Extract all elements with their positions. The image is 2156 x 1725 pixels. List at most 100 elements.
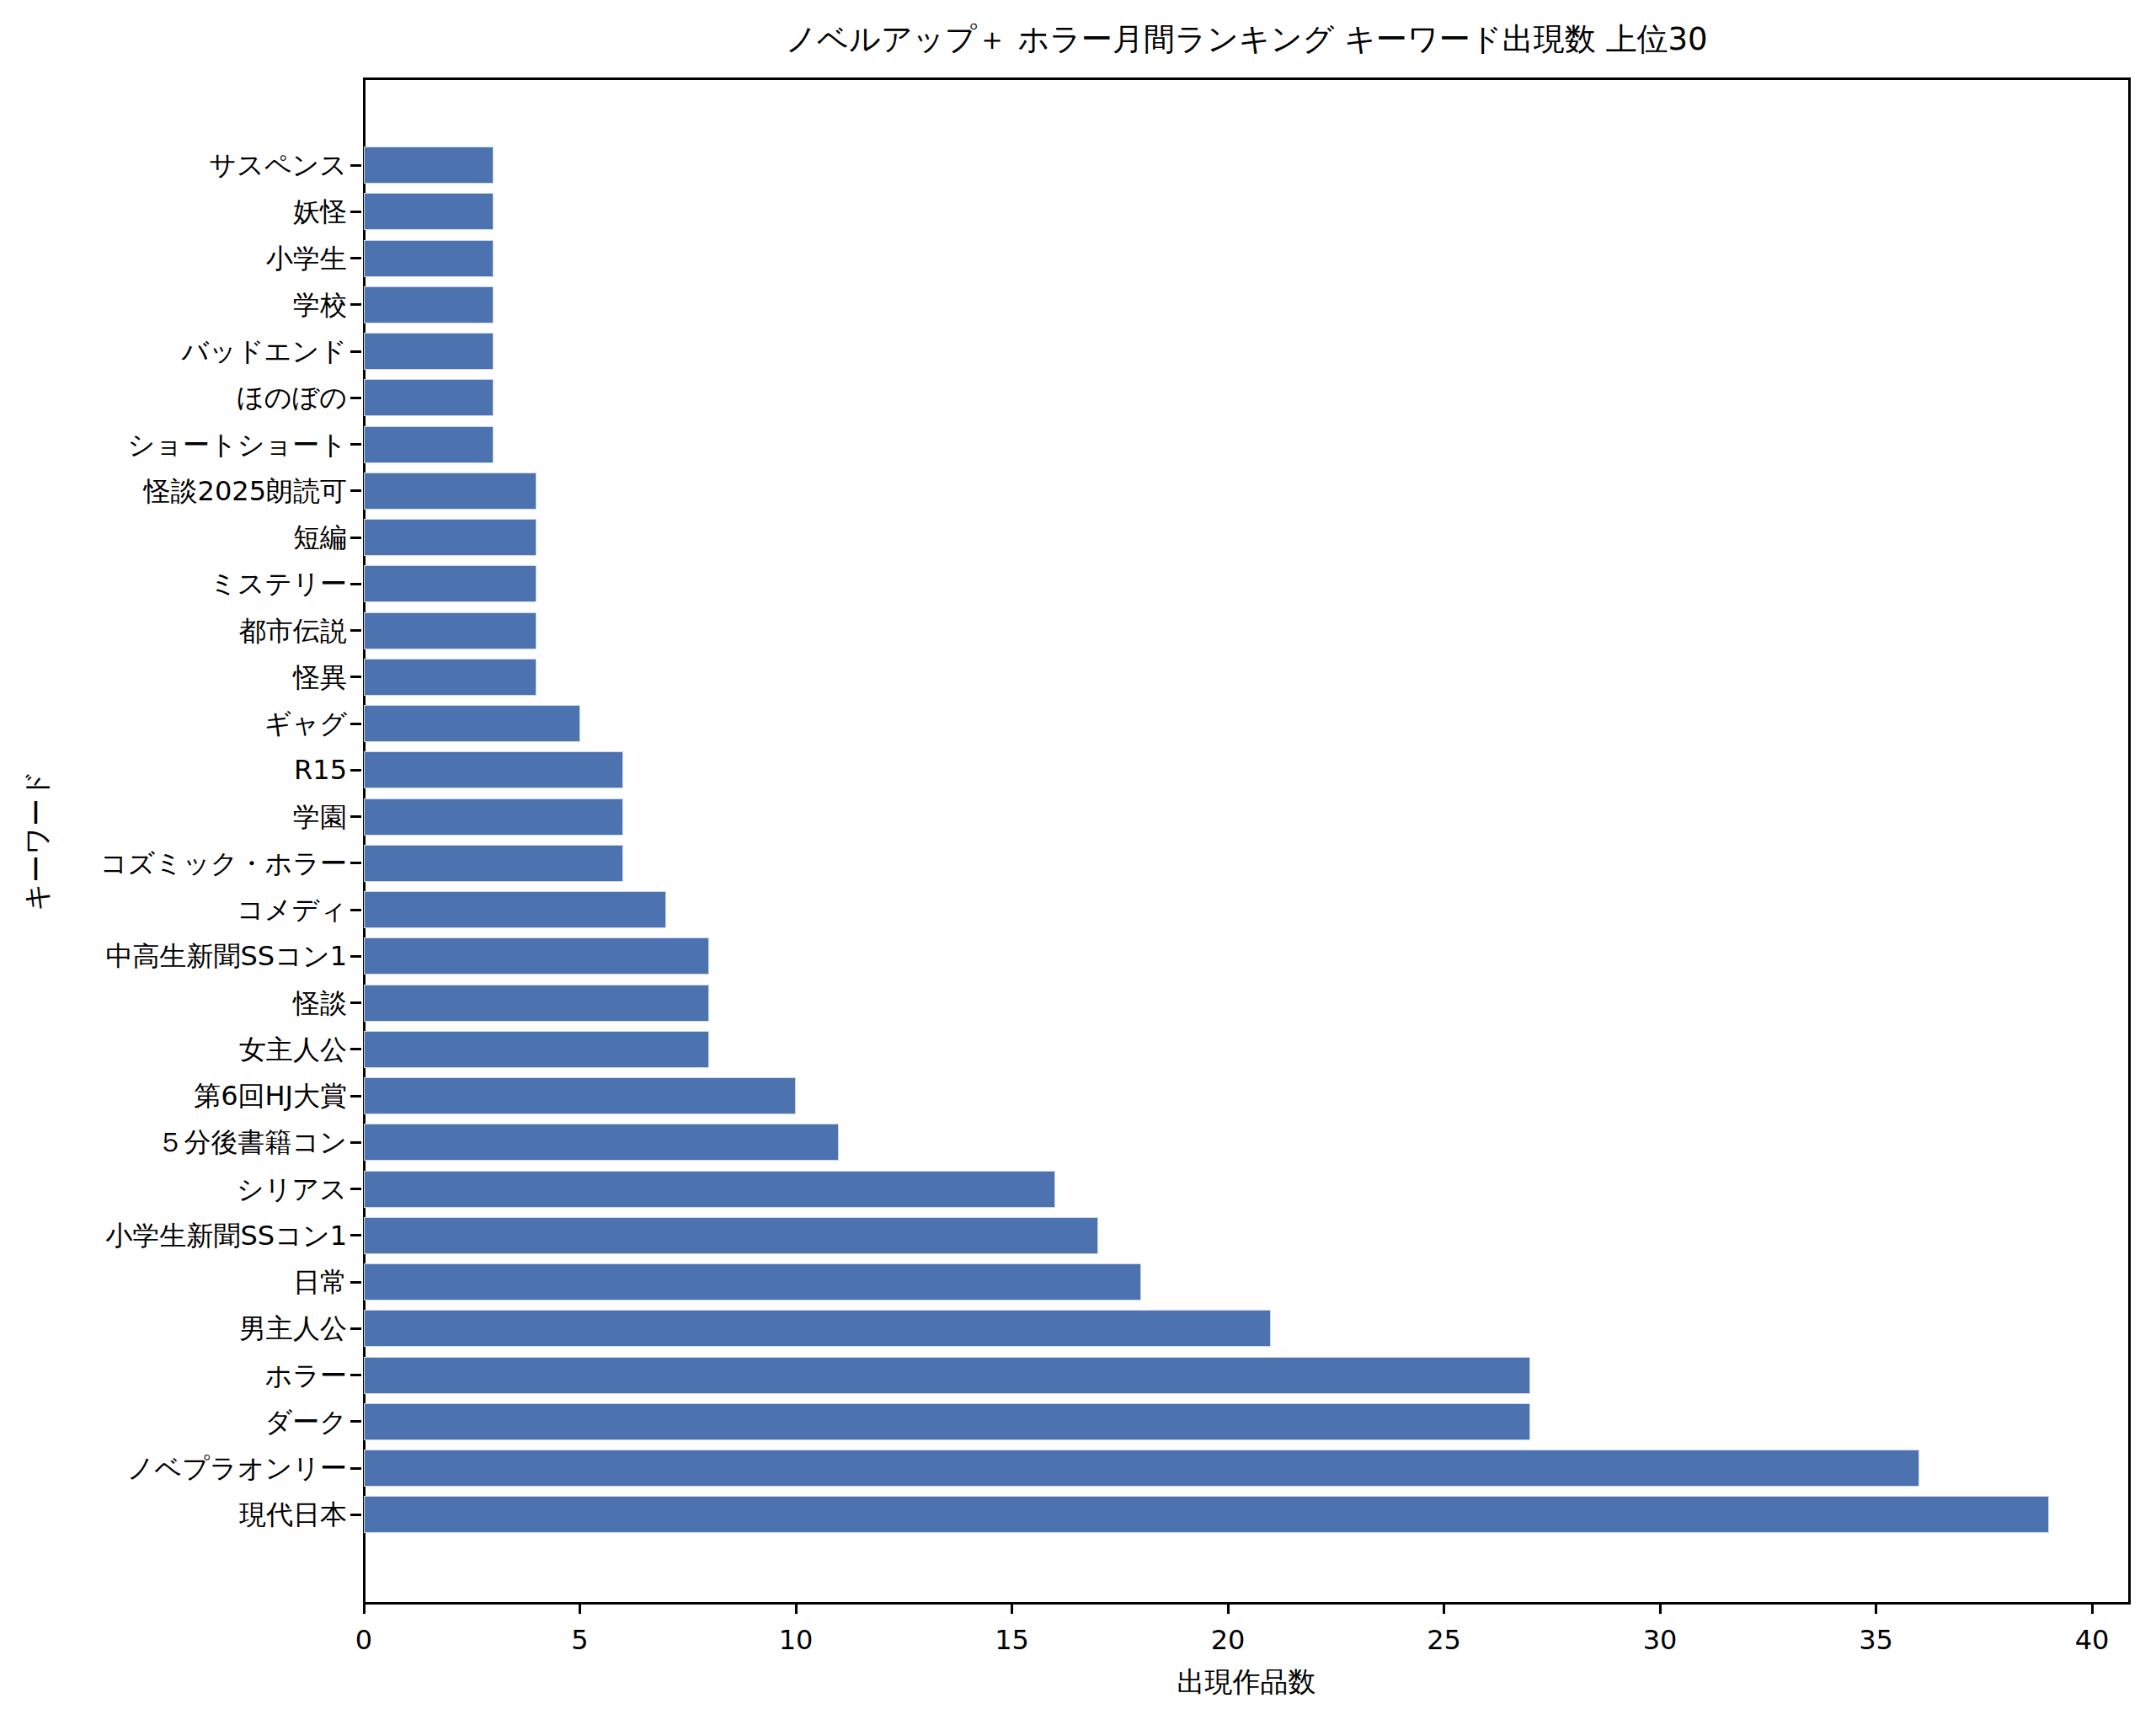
bar	[364, 1403, 1530, 1440]
y-tick-label: 短編	[293, 519, 347, 556]
bar	[364, 333, 494, 370]
bar	[364, 286, 494, 323]
bar	[364, 612, 536, 649]
y-tick	[350, 489, 361, 492]
y-tick-label: 女主人公	[239, 1031, 347, 1068]
x-tick	[795, 1603, 798, 1614]
y-tick-label: ギャグ	[264, 705, 347, 742]
y-tick	[350, 1048, 361, 1050]
y-tick-label: 怪異	[293, 659, 347, 696]
figure: ノベルアップ＋ ホラー月間ランキング キーワード出現数 上位30 出現作品数 キ…	[0, 0, 2156, 1725]
right-spine	[2128, 77, 2131, 1605]
y-tick	[350, 1234, 361, 1236]
x-tick	[1443, 1603, 1445, 1614]
y-tick	[350, 257, 361, 259]
bar	[364, 240, 494, 277]
y-axis-label: キーワード	[19, 770, 56, 911]
y-tick-label: 妖怪	[293, 193, 347, 230]
y-tick	[350, 769, 361, 772]
bar	[364, 659, 536, 696]
y-tick-label: 小学生新聞SSコン1	[106, 1217, 347, 1254]
bar	[364, 751, 623, 788]
y-tick	[350, 303, 361, 306]
x-axis-label: 出現作品数	[364, 1664, 2129, 1701]
x-tick-label: 0	[313, 1624, 414, 1656]
x-tick-label: 5	[530, 1624, 631, 1656]
y-tick-label: ５分後書籍コン	[157, 1124, 348, 1161]
y-tick-label: R15	[294, 751, 347, 788]
bar	[364, 379, 494, 416]
y-tick	[350, 537, 361, 539]
x-tick	[1227, 1603, 1230, 1614]
bar	[364, 1357, 1530, 1394]
x-tick	[2091, 1603, 2094, 1614]
y-tick	[350, 909, 361, 911]
y-tick	[350, 583, 361, 585]
bar	[364, 705, 580, 742]
bar	[364, 1124, 839, 1161]
y-tick	[350, 350, 361, 353]
x-tick-label: 10	[745, 1624, 846, 1656]
y-tick	[350, 1327, 361, 1330]
x-tick-label: 30	[1609, 1624, 1710, 1656]
y-tick	[350, 211, 361, 213]
chart-title: ノベルアップ＋ ホラー月間ランキング キーワード出現数 上位30	[364, 19, 2129, 61]
bar	[364, 1031, 709, 1068]
bar	[364, 1450, 1919, 1487]
y-tick-label: 日常	[293, 1263, 347, 1300]
y-tick	[350, 1514, 361, 1516]
y-tick-label: サスペンス	[209, 147, 347, 184]
bar	[364, 1263, 1141, 1300]
bar	[364, 519, 536, 556]
bar	[364, 193, 494, 230]
y-tick	[350, 1001, 361, 1004]
y-tick-label: 現代日本	[239, 1496, 347, 1533]
y-tick-label: ダーク	[265, 1403, 348, 1440]
y-tick-label: 都市伝説	[239, 612, 347, 649]
bar	[364, 937, 709, 975]
y-tick	[350, 1141, 361, 1144]
bar	[364, 147, 494, 184]
x-tick	[1659, 1603, 1662, 1614]
y-tick	[350, 629, 361, 632]
y-tick	[350, 862, 361, 864]
bar	[364, 798, 623, 836]
x-tick-label: 15	[962, 1624, 1063, 1656]
y-tick-label: 中高生新聞SSコン1	[106, 937, 347, 975]
y-tick	[350, 443, 361, 446]
bar	[364, 1310, 1271, 1347]
x-tick-label: 20	[1177, 1624, 1278, 1656]
y-tick	[350, 676, 361, 678]
y-tick-label: 第6回HJ大賞	[194, 1077, 347, 1114]
y-tick-label: ホラー	[265, 1357, 348, 1394]
x-tick-label: 35	[1826, 1624, 1927, 1656]
y-tick	[350, 1374, 361, 1376]
y-tick	[350, 164, 361, 167]
y-tick-label: 怪談	[293, 985, 347, 1022]
y-tick-label: シリアス	[237, 1171, 347, 1208]
x-tick	[1011, 1603, 1013, 1614]
bar	[364, 1496, 2049, 1533]
y-tick	[350, 1281, 361, 1284]
x-tick	[363, 1603, 366, 1614]
y-tick-label: 小学生	[266, 240, 347, 277]
y-tick-label: 男主人公	[239, 1310, 347, 1347]
y-tick-label: バッドエンド	[182, 333, 348, 370]
y-tick	[350, 1095, 361, 1097]
y-tick	[350, 1420, 361, 1423]
y-tick	[350, 1467, 361, 1470]
plot-area	[364, 78, 2129, 1603]
x-tick-label: 40	[2041, 1624, 2143, 1656]
bar	[364, 1077, 796, 1114]
bar	[364, 1217, 1098, 1254]
bar	[364, 891, 666, 928]
x-tick	[579, 1603, 581, 1614]
y-tick	[350, 955, 361, 958]
bar	[364, 426, 494, 463]
y-tick	[350, 1188, 361, 1190]
y-tick-label: 学校	[293, 286, 347, 323]
y-tick-label: 学園	[293, 798, 347, 836]
y-tick-label: ほのぼの	[237, 379, 347, 416]
bar	[364, 565, 536, 602]
y-tick-label: ショートショート	[128, 426, 348, 463]
